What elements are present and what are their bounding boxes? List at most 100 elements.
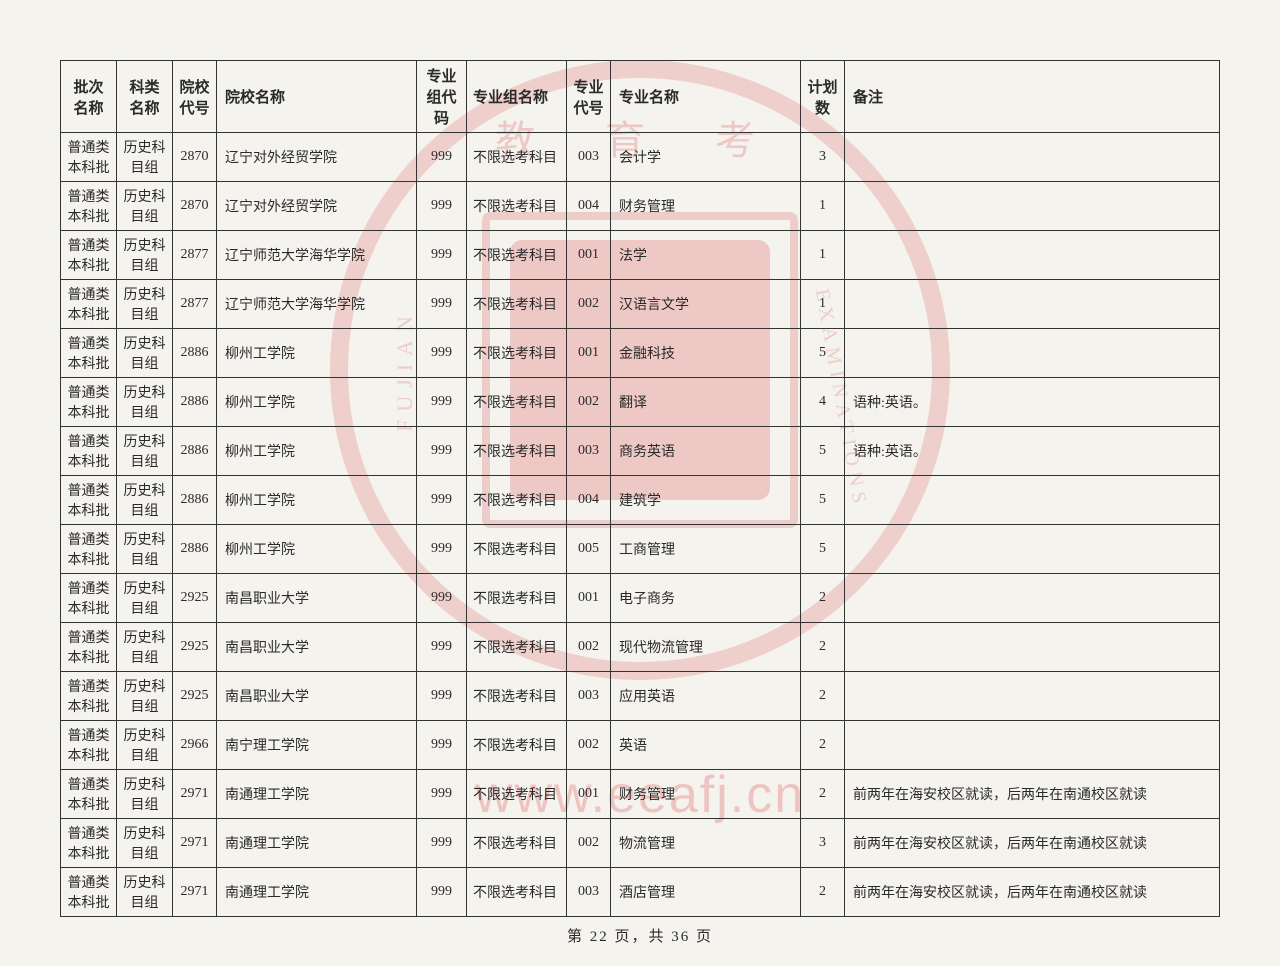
cell-major-code: 002 (567, 819, 611, 868)
table-row: 普通类本科批历史科目组2870辽宁对外经贸学院999不限选考科目004财务管理1 (61, 182, 1220, 231)
cell-batch: 普通类本科批 (61, 868, 117, 917)
cell-remark: 前两年在海安校区就读，后两年在南通校区就读 (845, 868, 1220, 917)
table-row: 普通类本科批历史科目组2877辽宁师范大学海华学院999不限选考科目001法学1 (61, 231, 1220, 280)
table-row: 普通类本科批历史科目组2925南昌职业大学999不限选考科目003应用英语2 (61, 672, 1220, 721)
cell-school-name: 南昌职业大学 (217, 623, 417, 672)
cell-major-name: 商务英语 (611, 427, 801, 476)
page-container: 批次名称 科类名称 院校代号 院校名称 专业组代码 专业组名称 专业代号 专业名… (0, 0, 1280, 966)
cell-group-code: 999 (417, 378, 467, 427)
cell-group-name: 不限选考科目 (467, 427, 567, 476)
cell-group-code: 999 (417, 574, 467, 623)
cell-school-code: 2886 (173, 378, 217, 427)
cell-school-name: 辽宁师范大学海华学院 (217, 280, 417, 329)
table-row: 普通类本科批历史科目组2886柳州工学院999不限选考科目004建筑学5 (61, 476, 1220, 525)
cell-plan: 1 (801, 182, 845, 231)
cell-subject: 历史科目组 (117, 329, 173, 378)
cell-remark (845, 623, 1220, 672)
cell-remark (845, 329, 1220, 378)
cell-school-name: 柳州工学院 (217, 427, 417, 476)
cell-major-code: 003 (567, 133, 611, 182)
cell-group-name: 不限选考科目 (467, 623, 567, 672)
header-remark: 备注 (845, 61, 1220, 133)
cell-group-code: 999 (417, 427, 467, 476)
cell-group-code: 999 (417, 868, 467, 917)
table-row: 普通类本科批历史科目组2971南通理工学院999不限选考科目001财务管理2前两… (61, 770, 1220, 819)
cell-group-code: 999 (417, 525, 467, 574)
cell-batch: 普通类本科批 (61, 672, 117, 721)
cell-school-code: 2925 (173, 672, 217, 721)
cell-school-name: 柳州工学院 (217, 378, 417, 427)
cell-batch: 普通类本科批 (61, 280, 117, 329)
cell-group-code: 999 (417, 329, 467, 378)
admissions-table: 批次名称 科类名称 院校代号 院校名称 专业组代码 专业组名称 专业代号 专业名… (60, 60, 1220, 917)
header-major-code: 专业代号 (567, 61, 611, 133)
cell-school-code: 2877 (173, 231, 217, 280)
cell-major-code: 002 (567, 378, 611, 427)
cell-major-code: 002 (567, 623, 611, 672)
cell-major-code: 004 (567, 476, 611, 525)
cell-plan: 2 (801, 574, 845, 623)
cell-plan: 3 (801, 133, 845, 182)
cell-school-code: 2966 (173, 721, 217, 770)
cell-major-code: 005 (567, 525, 611, 574)
cell-group-name: 不限选考科目 (467, 770, 567, 819)
cell-group-name: 不限选考科目 (467, 133, 567, 182)
cell-group-code: 999 (417, 672, 467, 721)
cell-major-name: 法学 (611, 231, 801, 280)
cell-subject: 历史科目组 (117, 819, 173, 868)
cell-remark (845, 672, 1220, 721)
cell-school-code: 2886 (173, 476, 217, 525)
cell-group-code: 999 (417, 721, 467, 770)
cell-school-code: 2870 (173, 133, 217, 182)
table-row: 普通类本科批历史科目组2886柳州工学院999不限选考科目003商务英语5语种:… (61, 427, 1220, 476)
cell-school-name: 柳州工学院 (217, 525, 417, 574)
cell-major-name: 物流管理 (611, 819, 801, 868)
cell-major-name: 建筑学 (611, 476, 801, 525)
cell-plan: 1 (801, 231, 845, 280)
cell-batch: 普通类本科批 (61, 427, 117, 476)
cell-subject: 历史科目组 (117, 133, 173, 182)
cell-batch: 普通类本科批 (61, 231, 117, 280)
cell-major-name: 财务管理 (611, 770, 801, 819)
header-subject: 科类名称 (117, 61, 173, 133)
cell-school-code: 2877 (173, 280, 217, 329)
cell-group-name: 不限选考科目 (467, 182, 567, 231)
cell-school-code: 2886 (173, 427, 217, 476)
cell-remark: 语种:英语。 (845, 378, 1220, 427)
cell-group-code: 999 (417, 770, 467, 819)
cell-group-code: 999 (417, 231, 467, 280)
cell-major-code: 001 (567, 231, 611, 280)
cell-group-code: 999 (417, 182, 467, 231)
cell-plan: 4 (801, 378, 845, 427)
cell-school-code: 2971 (173, 868, 217, 917)
cell-group-name: 不限选考科目 (467, 574, 567, 623)
cell-subject: 历史科目组 (117, 378, 173, 427)
cell-school-name: 辽宁对外经贸学院 (217, 133, 417, 182)
cell-batch: 普通类本科批 (61, 476, 117, 525)
cell-school-name: 柳州工学院 (217, 329, 417, 378)
cell-major-code: 002 (567, 280, 611, 329)
cell-major-name: 现代物流管理 (611, 623, 801, 672)
cell-batch: 普通类本科批 (61, 378, 117, 427)
cell-school-code: 2886 (173, 329, 217, 378)
cell-major-name: 会计学 (611, 133, 801, 182)
cell-group-name: 不限选考科目 (467, 476, 567, 525)
cell-major-name: 电子商务 (611, 574, 801, 623)
cell-remark (845, 133, 1220, 182)
table-row: 普通类本科批历史科目组2886柳州工学院999不限选考科目002翻译4语种:英语… (61, 378, 1220, 427)
cell-school-name: 柳州工学院 (217, 476, 417, 525)
cell-school-name: 辽宁师范大学海华学院 (217, 231, 417, 280)
cell-major-name: 英语 (611, 721, 801, 770)
cell-school-name: 南昌职业大学 (217, 574, 417, 623)
cell-school-name: 南宁理工学院 (217, 721, 417, 770)
cell-batch: 普通类本科批 (61, 721, 117, 770)
cell-batch: 普通类本科批 (61, 133, 117, 182)
cell-major-code: 003 (567, 868, 611, 917)
cell-subject: 历史科目组 (117, 182, 173, 231)
cell-school-name: 南通理工学院 (217, 868, 417, 917)
cell-remark (845, 574, 1220, 623)
cell-batch: 普通类本科批 (61, 574, 117, 623)
cell-major-code: 001 (567, 329, 611, 378)
cell-group-code: 999 (417, 133, 467, 182)
page-footer: 第 22 页，共 36 页 (60, 925, 1220, 946)
